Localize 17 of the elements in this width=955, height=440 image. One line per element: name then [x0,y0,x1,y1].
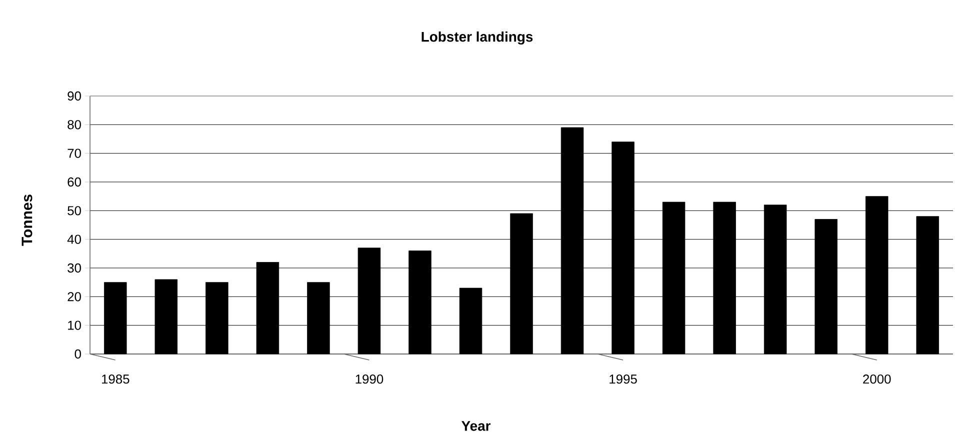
y-tick-label: 10 [68,320,81,330]
y-tick-label: 90 [68,91,81,101]
y-tick-label: 80 [68,120,81,130]
y-tick-label: 70 [68,148,81,158]
chart-title: Lobster landings [422,31,533,45]
x-tick-label: 1985 [102,374,130,384]
x-tick-label: 2000 [863,374,891,384]
y-tick-label: 20 [68,292,81,302]
y-axis-title: Tonnes [22,194,32,246]
x-tick-label: 1990 [356,374,384,384]
x-axis-title: Year [462,421,491,431]
y-tick-label: 40 [67,234,81,244]
y-tick-label: 0 [74,349,81,359]
y-tick-label: 30 [68,263,81,273]
y-tick-label: 50 [68,206,81,216]
y-tick-label: 60 [68,177,81,187]
x-tick-label: 1995 [610,374,637,384]
